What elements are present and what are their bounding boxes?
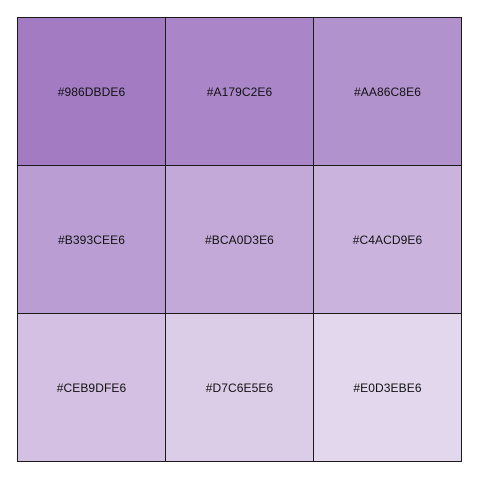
- color-swatch: #B393CEE6: [18, 166, 166, 314]
- color-swatch: #CEB9DFE6: [18, 314, 166, 462]
- swatch-label: #E0D3EBE6: [353, 380, 422, 395]
- swatch-label: #D7C6E5E6: [205, 380, 274, 395]
- color-swatch: #D7C6E5E6: [166, 314, 314, 462]
- swatch-label: #A179C2E6: [206, 84, 273, 99]
- color-swatch-grid: #986DBDE6 #A179C2E6 #AA86C8E6 #B393CEE6 …: [17, 17, 462, 462]
- swatch-label: #BCA0D3E6: [205, 232, 274, 247]
- color-swatch: #E0D3EBE6: [314, 314, 462, 462]
- swatch-label: #C4ACD9E6: [352, 232, 423, 247]
- color-swatch: #A179C2E6: [166, 18, 314, 166]
- swatch-label: #986DBDE6: [57, 84, 126, 99]
- swatch-label: #AA86C8E6: [354, 84, 421, 99]
- swatch-label: #CEB9DFE6: [56, 380, 127, 395]
- color-swatch: #AA86C8E6: [314, 18, 462, 166]
- color-swatch: #986DBDE6: [18, 18, 166, 166]
- color-swatch: #C4ACD9E6: [314, 166, 462, 314]
- color-swatch: #BCA0D3E6: [166, 166, 314, 314]
- swatch-label: #B393CEE6: [58, 232, 125, 247]
